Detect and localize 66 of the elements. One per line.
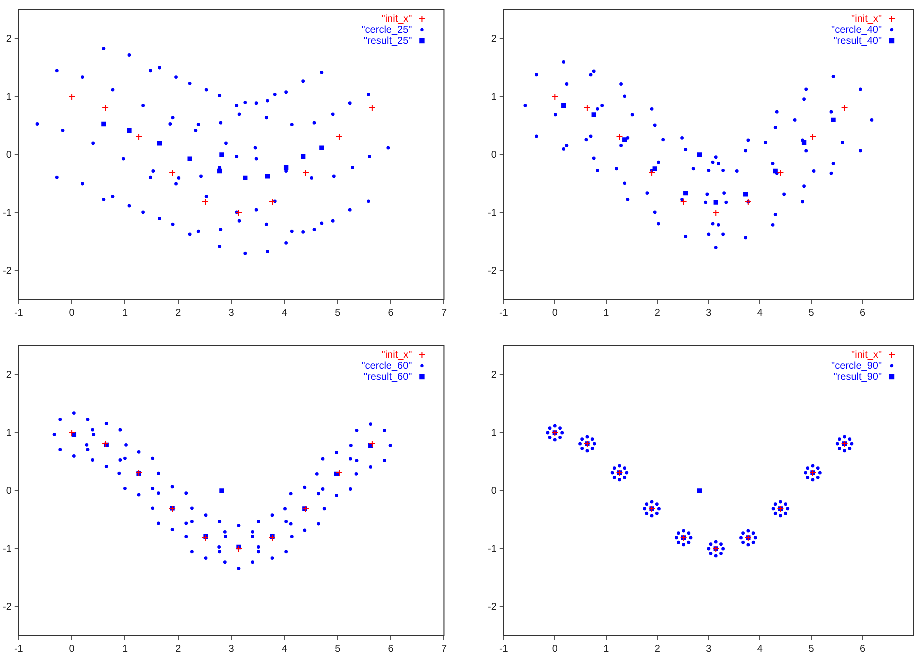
x-tick-label: 5 bbox=[335, 644, 342, 655]
legend-label: "init_x" bbox=[852, 14, 882, 25]
x-tick-label: 6 bbox=[388, 644, 394, 655]
y-tick-label: 1 bbox=[6, 92, 12, 103]
y-tick-label: -2 bbox=[488, 266, 498, 277]
legend-label: "init_x" bbox=[852, 350, 882, 361]
x-tick-label: 2 bbox=[176, 644, 182, 655]
x-tick-label: -1 bbox=[14, 308, 24, 319]
x-tick-label: 6 bbox=[388, 308, 394, 319]
x-tick-label: 4 bbox=[757, 308, 764, 319]
legend-label: "result_60" bbox=[364, 372, 413, 383]
x-tick-label: 4 bbox=[282, 644, 288, 655]
y-tick-label: 1 bbox=[491, 92, 498, 103]
y-tick-label: -1 bbox=[488, 208, 498, 219]
y-tick-label: -2 bbox=[2, 266, 12, 277]
x-tick-label: -1 bbox=[499, 308, 509, 319]
y-tick-label: -1 bbox=[2, 544, 12, 555]
y-tick-label: -1 bbox=[2, 208, 12, 219]
legend-label: "cercle_90" bbox=[832, 360, 882, 372]
y-tick-label: 0 bbox=[491, 486, 498, 497]
x-tick-label: 6 bbox=[860, 308, 866, 319]
x-tick-label: 0 bbox=[69, 644, 76, 655]
legend-label: "result_25" bbox=[364, 36, 413, 47]
y-tick-label: 0 bbox=[6, 150, 12, 161]
x-tick-label: 0 bbox=[552, 644, 558, 655]
x-tick-label: -1 bbox=[14, 644, 24, 655]
legend-label: "result_40" bbox=[834, 36, 882, 47]
legend-label: "cercle_40" bbox=[832, 24, 882, 36]
x-tick-label: 4 bbox=[757, 644, 764, 655]
y-tick-label: 2 bbox=[6, 370, 12, 381]
x-tick-label: 1 bbox=[604, 308, 610, 319]
legend-label: "init_x" bbox=[382, 14, 413, 25]
y-tick-label: 1 bbox=[491, 428, 498, 439]
y-tick-label: 1 bbox=[6, 428, 12, 439]
y-tick-label: 0 bbox=[491, 150, 498, 161]
y-tick-label: -1 bbox=[488, 544, 498, 555]
x-tick-label: 0 bbox=[69, 308, 76, 319]
x-tick-label: 0 bbox=[552, 308, 558, 319]
x-tick-label: 1 bbox=[604, 644, 610, 655]
x-tick-label: 3 bbox=[228, 644, 235, 655]
x-tick-label: 2 bbox=[176, 308, 182, 319]
y-tick-label: 2 bbox=[6, 34, 12, 45]
x-tick-label: 3 bbox=[706, 644, 712, 655]
legend-label: "cercle_25" bbox=[362, 24, 413, 36]
y-tick-label: 2 bbox=[491, 34, 498, 45]
x-tick-label: 4 bbox=[282, 308, 288, 319]
x-tick-label: 3 bbox=[706, 308, 712, 319]
y-tick-label: 2 bbox=[491, 370, 498, 381]
x-tick-label: 3 bbox=[228, 308, 235, 319]
x-tick-label: 1 bbox=[122, 308, 128, 319]
x-tick-label: 2 bbox=[654, 644, 661, 655]
legend-label: "cercle_60" bbox=[362, 360, 413, 372]
y-tick-label: -2 bbox=[488, 602, 498, 613]
x-tick-label: 5 bbox=[808, 308, 815, 319]
x-tick-label: -1 bbox=[499, 644, 509, 655]
x-tick-label: 5 bbox=[808, 644, 815, 655]
x-tick-label: 6 bbox=[860, 644, 866, 655]
legend-label: "init_x" bbox=[382, 350, 413, 361]
legend-label: "result_90" bbox=[834, 372, 882, 383]
y-tick-label: 0 bbox=[6, 486, 12, 497]
x-tick-label: 1 bbox=[122, 644, 128, 655]
x-tick-label: 7 bbox=[441, 644, 448, 655]
x-tick-label: 7 bbox=[441, 308, 448, 319]
x-tick-label: 2 bbox=[654, 308, 661, 319]
x-tick-label: 5 bbox=[335, 308, 342, 319]
y-tick-label: -2 bbox=[2, 602, 12, 613]
